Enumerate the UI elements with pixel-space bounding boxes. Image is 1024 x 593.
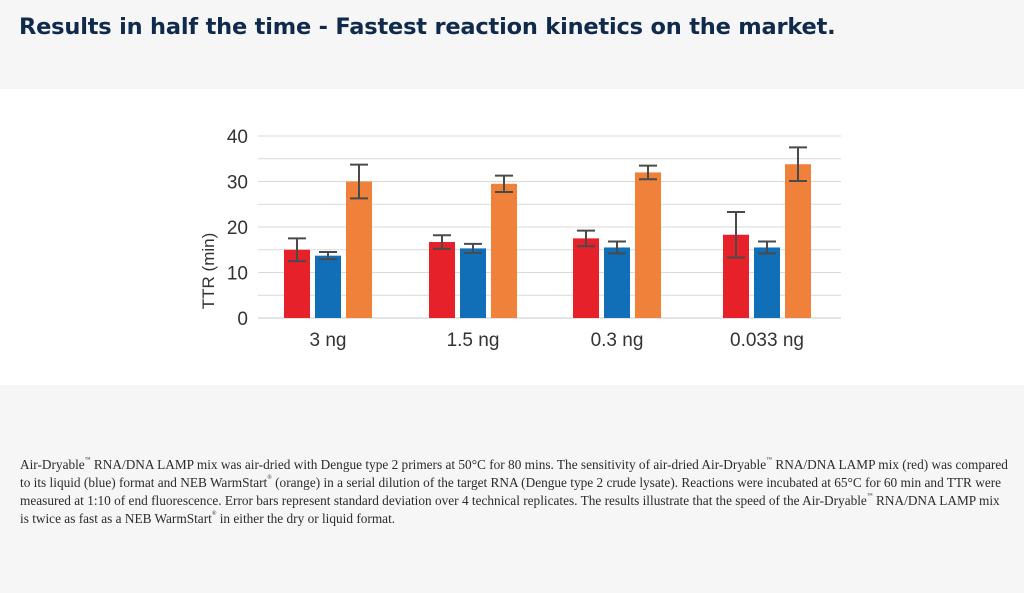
error-bar — [608, 240, 626, 255]
y-axis-label: TTR (min) — [199, 233, 218, 309]
gridlines — [258, 135, 841, 319]
error-bar — [758, 240, 776, 255]
bar — [460, 248, 486, 318]
error-bar — [288, 237, 306, 263]
bar — [785, 164, 811, 318]
y-tick-label: 10 — [227, 264, 248, 285]
x-axis-ticks: 3 ng 1.5 ng 0.3 ng 0.033 ng — [310, 330, 804, 351]
ttr-bar-chart: 0 10 20 30 40 TTR (min) 3 ng 1.5 ng 0.3 ng 0.03… — [199, 127, 841, 351]
error-bar — [350, 163, 368, 200]
bar — [491, 183, 517, 318]
bar — [346, 181, 372, 318]
chart-panel: 0 10 20 30 40 TTR (min) 3 ng 1.5 ng 0.3 ng 0.03… — [0, 89, 1024, 385]
error-bar — [319, 251, 337, 261]
bar — [635, 172, 661, 318]
error-bar — [639, 164, 657, 181]
bar — [573, 238, 599, 318]
page-headline: Results in half the time - Fastest react… — [19, 14, 836, 40]
error-bar — [727, 210, 745, 259]
y-axis-ticks: 0 10 20 30 40 — [227, 127, 248, 330]
y-tick-label: 20 — [227, 218, 248, 239]
error-bar — [433, 234, 451, 250]
x-tick-label: 0.3 ng — [591, 330, 644, 351]
bar — [754, 247, 780, 318]
bar — [604, 247, 630, 318]
error-bar — [495, 174, 513, 193]
error-bar — [789, 146, 807, 183]
x-tick-label: 0.033 ng — [730, 330, 804, 351]
bar — [315, 255, 341, 318]
y-tick-label: 40 — [227, 127, 248, 148]
bar — [429, 242, 455, 318]
x-tick-label: 1.5 ng — [447, 330, 500, 351]
error-bar — [464, 242, 482, 254]
y-tick-label: 0 — [237, 309, 248, 330]
y-tick-label: 30 — [227, 173, 248, 194]
error-bars — [288, 146, 807, 263]
figure-caption: Air-Dryable™ RNA/DNA LAMP mix was air-dr… — [20, 457, 1008, 526]
error-bar — [577, 229, 595, 248]
x-tick-label: 3 ng — [310, 330, 347, 351]
